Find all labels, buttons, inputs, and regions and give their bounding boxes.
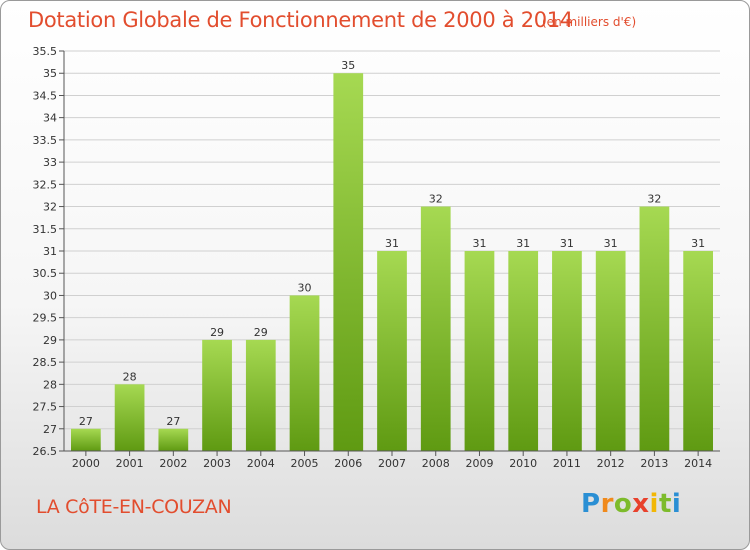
x-tick-label: 2005 (291, 457, 319, 470)
x-tick-label: 2006 (334, 457, 362, 470)
x-tick-label: 2002 (159, 457, 187, 470)
y-tick-label: 27 (43, 423, 57, 436)
bar (289, 295, 320, 451)
x-tick-label: 2009 (465, 457, 493, 470)
y-tick-label: 35 (43, 67, 57, 80)
proxiti-logo[interactable]: Proxiti (581, 489, 681, 519)
data-label: 35 (341, 59, 355, 72)
data-label: 28 (123, 370, 137, 383)
bar (420, 206, 451, 451)
y-tick-label: 28.5 (33, 356, 58, 369)
y-tick-label: 29.5 (33, 312, 58, 325)
data-label: 29 (210, 326, 224, 339)
logo-letter: t (658, 489, 672, 519)
y-tick-label: 34.5 (33, 89, 58, 102)
data-label: 27 (79, 415, 93, 428)
y-tick-label: 28 (43, 378, 57, 391)
bar (464, 251, 495, 451)
bar (333, 73, 364, 451)
bar (552, 251, 582, 451)
y-tick-label: 29 (43, 334, 57, 347)
chart-title: Dotation Globale de Fonctionnement de 20… (28, 8, 573, 32)
logo-letter: i (649, 489, 659, 519)
logo-letter: r (600, 489, 614, 519)
data-label: 31 (516, 237, 530, 250)
x-tick-label: 2011 (553, 457, 581, 470)
y-tick-label: 31 (43, 245, 57, 258)
y-tick-label: 26.5 (33, 445, 58, 458)
x-tick-label: 2004 (247, 457, 275, 470)
x-tick-label: 2012 (597, 457, 625, 470)
x-tick-label: 2007 (378, 457, 406, 470)
x-tick-label: 2010 (509, 457, 537, 470)
data-label: 27 (166, 415, 180, 428)
data-label: 29 (254, 326, 268, 339)
data-label: 30 (298, 281, 312, 294)
data-label: 31 (385, 237, 399, 250)
bar (245, 339, 276, 451)
bar (158, 428, 189, 451)
x-tick-label: 2003 (203, 457, 231, 470)
data-label: 31 (604, 237, 618, 250)
data-label: 32 (429, 193, 443, 206)
data-label: 31 (472, 237, 486, 250)
commune-name: LA CôTE-EN-COUZAN (36, 496, 232, 518)
y-tick-label: 32 (43, 201, 57, 214)
y-tick-label: 34 (43, 112, 57, 125)
y-tick-label: 33 (43, 156, 57, 169)
logo-letter: i (671, 489, 682, 519)
bar (683, 251, 714, 451)
data-label: 31 (691, 237, 705, 250)
x-tick-label: 2013 (640, 457, 668, 470)
y-tick-label: 30 (43, 289, 57, 302)
logo-letter: o (613, 489, 633, 519)
logo-letter: x (632, 489, 650, 519)
bar (508, 251, 539, 451)
y-tick-label: 35.5 (33, 45, 58, 58)
x-tick-label: 2001 (116, 457, 144, 470)
y-tick-label: 33.5 (33, 134, 58, 147)
y-tick-label: 27.5 (33, 401, 58, 414)
data-label: 32 (647, 193, 661, 206)
bar (114, 384, 145, 451)
bar (639, 206, 670, 451)
x-tick-label: 2014 (684, 457, 712, 470)
bar (595, 251, 626, 451)
x-tick-label: 2008 (422, 457, 450, 470)
bar (70, 428, 101, 451)
bar (202, 339, 232, 451)
logo-letter: P (581, 489, 601, 519)
bar (377, 251, 407, 451)
y-tick-label: 32.5 (33, 178, 58, 191)
data-label: 31 (560, 237, 574, 250)
chart-subtitle: (en milliers d'€) (542, 15, 637, 29)
y-tick-label: 30.5 (33, 267, 58, 280)
x-tick-label: 2000 (72, 457, 100, 470)
y-tick-label: 31.5 (33, 223, 58, 236)
